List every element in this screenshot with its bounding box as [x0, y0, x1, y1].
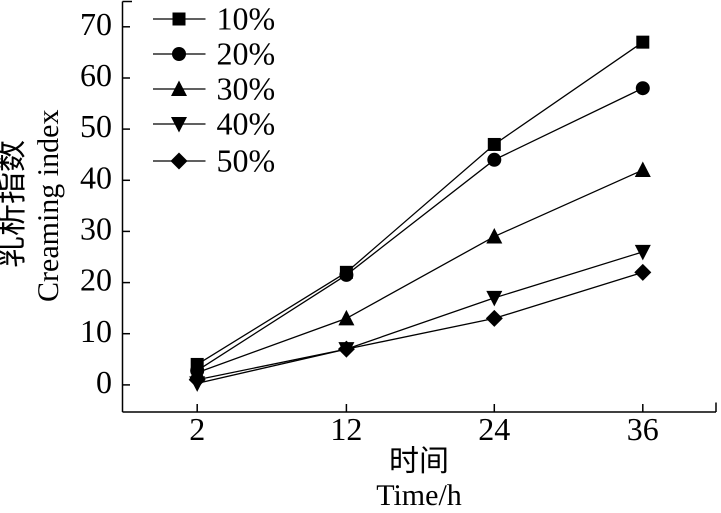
svg-text:乳析指数: 乳析指数 [0, 140, 29, 268]
svg-text:40: 40 [80, 159, 112, 195]
svg-text:30: 30 [80, 210, 112, 246]
svg-text:10%: 10% [217, 1, 276, 37]
svg-text:36: 36 [627, 411, 659, 447]
svg-text:20: 20 [80, 262, 112, 298]
svg-text:Creaming index: Creaming index [32, 110, 65, 302]
svg-text:10: 10 [80, 313, 112, 349]
svg-text:Time/h: Time/h [376, 479, 462, 512]
svg-text:60: 60 [80, 57, 112, 93]
svg-text:40%: 40% [217, 106, 276, 142]
svg-text:50%: 50% [217, 143, 276, 179]
svg-text:20%: 20% [217, 36, 276, 72]
svg-text:70: 70 [80, 6, 112, 42]
svg-text:50: 50 [80, 108, 112, 144]
svg-text:12: 12 [330, 411, 362, 447]
svg-text:0: 0 [96, 364, 112, 400]
svg-text:24: 24 [478, 411, 510, 447]
svg-text:2: 2 [189, 411, 205, 447]
svg-text:30%: 30% [217, 71, 276, 107]
svg-text:时间: 时间 [389, 445, 449, 478]
